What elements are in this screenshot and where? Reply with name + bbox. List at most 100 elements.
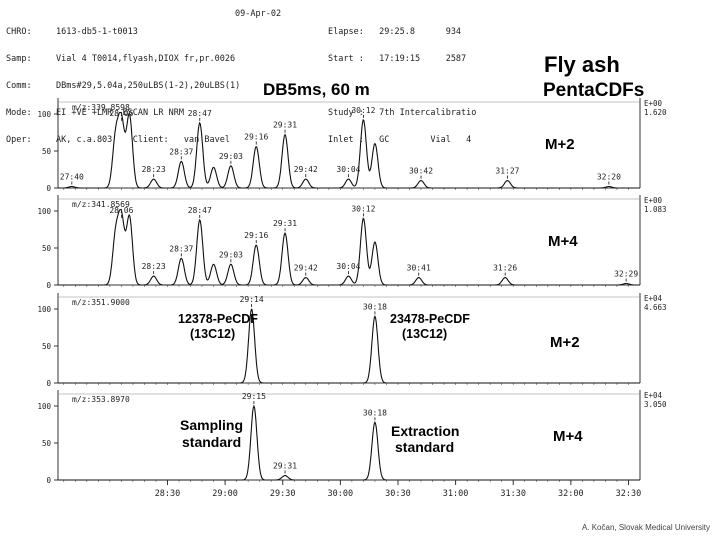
mz-label: m/z:353.8970 bbox=[72, 395, 130, 404]
header-start: Start : 17:19:15 2587 bbox=[328, 54, 467, 64]
peak-label: 31:26 bbox=[493, 264, 517, 273]
peak-label: 30:12 bbox=[351, 106, 375, 115]
figure-subtitle: PentaCDFs bbox=[543, 80, 645, 101]
mz-label: m/z:341.8569 bbox=[72, 200, 130, 209]
x-tick-label: 29:00 bbox=[212, 489, 238, 499]
peak-label: 28:06 bbox=[109, 109, 133, 118]
column-title: DB5ms, 60 m bbox=[263, 80, 370, 99]
peak-label: 30:12 bbox=[351, 204, 375, 213]
panel-1 bbox=[54, 98, 641, 190]
scale-exponent: E+00 bbox=[644, 99, 663, 108]
y-tick-label: 100 bbox=[37, 110, 51, 119]
y-tick-label: 50 bbox=[42, 342, 52, 351]
peak-label: 29:03 bbox=[219, 250, 243, 259]
header-label-samp: Samp: bbox=[6, 54, 32, 64]
peak-label: 30:04 bbox=[336, 262, 360, 271]
peak-label: 32:20 bbox=[597, 173, 621, 182]
peak-annotation: (13C12) bbox=[402, 327, 447, 341]
peak-annotation: standard bbox=[395, 439, 454, 455]
scale-value: 1.083 bbox=[644, 205, 667, 214]
peak-annotation: 12378-PeCDF bbox=[178, 312, 258, 326]
peak-label: 32:29 bbox=[614, 270, 638, 279]
peak-annotation: standard bbox=[182, 434, 241, 450]
header-right-col: Elapse: 29:25.8 934 Start : 17:19:15 258… bbox=[328, 10, 476, 163]
ion-label: M+2 bbox=[545, 136, 575, 153]
peak-label: 29:42 bbox=[294, 165, 318, 174]
peak-label: 30:42 bbox=[409, 167, 433, 176]
mz-label: m/z:351.9000 bbox=[72, 298, 130, 307]
y-tick-label: 100 bbox=[37, 305, 51, 314]
header-elapse: Elapse: 29:25.8 934 bbox=[328, 27, 462, 37]
x-tick-label: 31:00 bbox=[443, 489, 469, 499]
y-tick-label: 50 bbox=[42, 439, 52, 448]
chromatogram-trace bbox=[58, 111, 640, 189]
header-samp: Vial 4 T0014,flyash,DIOX fr,pr.0026 bbox=[56, 54, 236, 64]
scale-value: 1.620 bbox=[644, 108, 667, 117]
chromatogram-trace bbox=[58, 208, 640, 286]
peak-label: 29:03 bbox=[219, 152, 243, 161]
ion-label: M+2 bbox=[550, 334, 580, 351]
peak-label: 29:31 bbox=[273, 462, 297, 471]
header-label-oper: Oper: bbox=[6, 135, 32, 145]
y-tick-label: 0 bbox=[46, 476, 51, 485]
scale-exponent: E+00 bbox=[644, 196, 663, 205]
peak-label: 28:37 bbox=[169, 147, 193, 156]
y-tick-label: 100 bbox=[37, 402, 51, 411]
header-values: 1613-db5-1-t0013 Vial 4 T0014,flyash,DIO… bbox=[56, 10, 240, 163]
chromatogram-trace bbox=[58, 308, 640, 384]
ion-label: M+4 bbox=[553, 428, 583, 445]
y-tick-label: 0 bbox=[46, 281, 51, 290]
x-tick-label: 30:30 bbox=[385, 489, 411, 499]
x-tick-label: 32:30 bbox=[616, 489, 642, 499]
peak-annotation: Sampling bbox=[180, 417, 243, 433]
y-tick-label: 100 bbox=[37, 207, 51, 216]
header-labels: CHRO: Samp: Comm: Mode: Oper: bbox=[6, 10, 32, 163]
peak-label: 30:18 bbox=[363, 302, 387, 311]
scale-value: 3.050 bbox=[644, 400, 667, 409]
header-label-comm: Comm: bbox=[6, 81, 32, 91]
peak-label: 30:18 bbox=[363, 408, 387, 417]
peak-label: 29:31 bbox=[273, 121, 297, 130]
x-tick-label: 28:30 bbox=[155, 489, 181, 499]
peak-label: 30:41 bbox=[407, 264, 431, 273]
peak-label: 28:06 bbox=[109, 206, 133, 215]
peak-label: 28:47 bbox=[188, 109, 212, 118]
panel-3 bbox=[54, 293, 641, 385]
chromatogram-trace bbox=[58, 404, 640, 481]
peak-label: 27:40 bbox=[60, 173, 84, 182]
scale-value: 4.663 bbox=[644, 303, 667, 312]
header-date: 09-Apr-02 bbox=[235, 9, 282, 19]
y-tick-label: 50 bbox=[42, 147, 52, 156]
header-label-chro: CHRO: bbox=[6, 27, 32, 37]
y-tick-label: 0 bbox=[46, 379, 51, 388]
header-oper: AK, c.a.803 Client: van Bavel bbox=[56, 135, 230, 145]
y-tick-label: 0 bbox=[46, 184, 51, 193]
y-tick-label: 50 bbox=[42, 244, 52, 253]
peak-label: 29:15 bbox=[242, 392, 266, 401]
mz-label: m/z:339.8598 bbox=[72, 103, 130, 112]
header-study: Study : 7th Intercalibratio bbox=[328, 108, 477, 118]
header-mode: EI +VE +LMR ESCAN LR NRM bbox=[56, 108, 184, 118]
panel-2 bbox=[54, 195, 641, 287]
peak-label: 28:47 bbox=[188, 206, 212, 215]
header-comm: DBms#29,5.04a,250uLBS(1-2),20uLBS(1) bbox=[56, 81, 241, 91]
peak-label: 30:04 bbox=[336, 165, 360, 174]
peak-label: 29:16 bbox=[244, 133, 268, 142]
peak-label: 31:27 bbox=[495, 167, 519, 176]
x-tick-label: 29:30 bbox=[270, 489, 296, 499]
header-label-mode: Mode: bbox=[6, 108, 32, 118]
peak-annotation: (13C12) bbox=[190, 327, 235, 341]
peak-label: 29:42 bbox=[294, 264, 318, 273]
ion-label: M+4 bbox=[548, 233, 578, 250]
peak-label: 29:14 bbox=[240, 295, 264, 304]
peak-annotation: Extraction bbox=[391, 423, 459, 439]
peak-label: 29:16 bbox=[244, 231, 268, 240]
peak-label: 29:31 bbox=[273, 219, 297, 228]
peak-label: 28:37 bbox=[169, 244, 193, 253]
x-tick-label: 31:30 bbox=[500, 489, 526, 499]
scale-exponent: E+04 bbox=[644, 391, 663, 400]
credit-text: A. Kočan, Slovak Medical University bbox=[581, 523, 710, 532]
peak-label: 28:23 bbox=[142, 262, 166, 271]
